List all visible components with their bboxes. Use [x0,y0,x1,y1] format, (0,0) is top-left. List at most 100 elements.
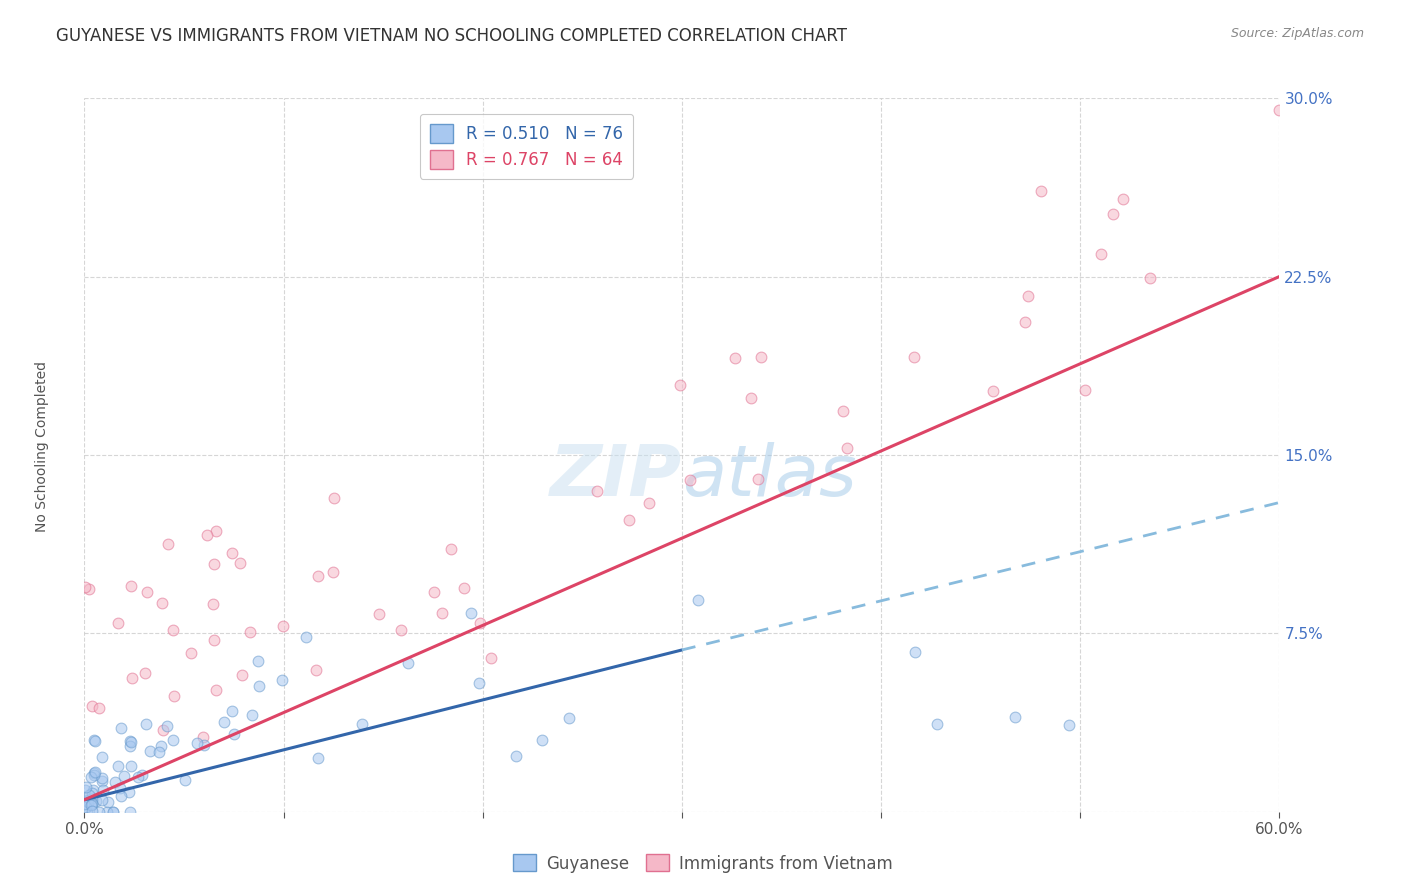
Point [103,805,125,819]
Point [156,719,179,733]
Point [148,745,170,759]
Point [80,796,103,810]
Point [90,771,112,785]
Point [97,795,120,809]
Point [127,770,149,784]
Point [669,378,692,392]
Point [91,774,114,789]
Point [1059,717,1081,731]
Point [1112,192,1135,206]
Text: Source: ZipAtlas.com: Source: ZipAtlas.com [1230,27,1364,40]
Point [91,793,114,807]
Point [747,472,769,486]
Point [837,442,859,456]
Point [505,748,527,763]
Point [224,727,246,741]
Point [180,646,202,660]
Point [240,708,263,723]
Point [749,350,772,364]
Point [120,735,142,749]
Point [118,734,141,748]
Point [110,721,132,735]
Point [724,351,747,365]
Point [981,384,1004,398]
Point [195,528,218,542]
Point [904,645,927,659]
Point [467,675,489,690]
Point [96,805,118,819]
Point [89,700,111,714]
Point [202,632,225,647]
Point [832,404,855,418]
Point [1268,103,1291,117]
Point [479,651,502,665]
Point [149,739,172,753]
Point [202,558,225,572]
Point [247,679,270,693]
Point [322,566,344,580]
Point [83,765,105,780]
Point [247,654,270,668]
Point [110,780,132,795]
Point [389,623,412,637]
Point [212,715,235,730]
Text: atlas: atlas [682,442,856,511]
Point [453,581,475,595]
Point [84,794,107,808]
Point [75,800,97,814]
Point [205,524,228,539]
Point [440,541,463,556]
Point [1017,289,1039,303]
Legend: R = 0.510   N = 76, R = 0.767   N = 64: R = 0.510 N = 76, R = 0.767 N = 64 [420,113,633,178]
Point [162,733,184,747]
Point [163,690,186,704]
Point [79,582,101,597]
Point [118,785,141,799]
Point [186,736,208,750]
Point [295,630,318,644]
Point [82,791,104,805]
Point [120,579,142,593]
Point [101,805,124,819]
Point [75,782,97,797]
Point [925,717,948,731]
Point [271,618,294,632]
Point [107,759,129,773]
Point [305,663,328,677]
Point [239,625,262,640]
Point [75,780,97,794]
Point [90,750,112,764]
Point [1014,315,1036,329]
Point [221,705,243,719]
Point [82,797,104,812]
Point [80,699,103,714]
Point [104,774,127,789]
Point [131,768,153,782]
Point [121,671,143,685]
Point [586,483,609,498]
Point [367,607,389,622]
Point [173,773,195,788]
Point [83,767,105,781]
Point [134,666,156,681]
Point [83,732,105,747]
Point [228,557,250,571]
Point [432,606,454,620]
Point [118,805,141,819]
Point [460,606,482,620]
Text: No Schooling Completed: No Schooling Completed [35,360,49,532]
Point [84,734,107,748]
Point [470,616,492,631]
Point [89,805,111,819]
Point [231,668,253,682]
Point [221,546,243,560]
Point [82,782,104,797]
Point [423,585,446,599]
Legend: Guyanese, Immigrants from Vietnam: Guyanese, Immigrants from Vietnam [506,847,900,880]
Point [150,596,173,610]
Point [83,766,105,780]
Point [350,716,373,731]
Text: ZIP: ZIP [550,442,682,511]
Point [120,739,142,753]
Point [396,656,419,670]
